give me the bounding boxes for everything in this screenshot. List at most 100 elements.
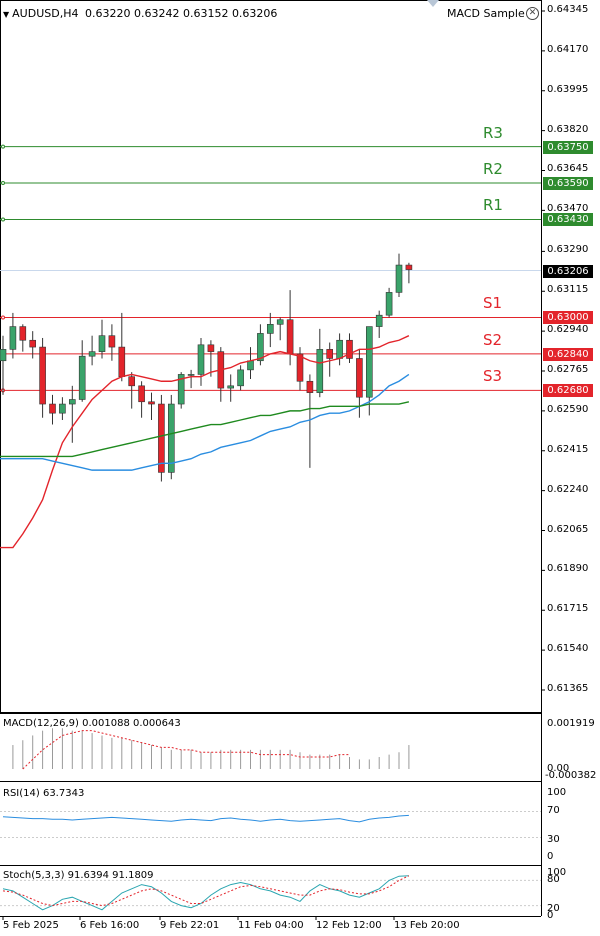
- bear-candle: [356, 358, 363, 398]
- bear-candle: [326, 349, 334, 359]
- level-label-r3: R3: [483, 123, 503, 142]
- macd-axis-top: 0.001919: [547, 718, 595, 729]
- bull-candle: [197, 344, 205, 375]
- level-price-tag-r2: 0.63590: [543, 177, 593, 191]
- stoch-axis-20: 20: [547, 903, 560, 914]
- bear-candle: [49, 403, 56, 414]
- bear-candle: [207, 344, 215, 352]
- time-tick-label: 11 Feb 04:00: [238, 920, 304, 931]
- level-label-s1: S1: [483, 294, 503, 313]
- ma-line-red: [0, 335, 410, 549]
- bear-candle: [39, 346, 46, 405]
- level-label-s2: S2: [483, 330, 503, 349]
- price-tick-label: 0.62240: [547, 483, 589, 495]
- level-price-tag-s1: 0.63000: [543, 311, 593, 325]
- price-tick-label: 0.61540: [547, 643, 589, 655]
- stoch-axis-100: 100: [547, 867, 567, 878]
- bull-candle: [9, 326, 17, 350]
- level-price-tag-s2: 0.62840: [543, 347, 593, 361]
- rsi-axis-0: 0: [547, 851, 554, 862]
- symbol-label: AUDUSD,H4: [12, 7, 79, 20]
- level-price-tag-r1: 0.63430: [543, 213, 593, 227]
- bull-candle: [0, 349, 7, 362]
- price-tick-label: 0.62065: [547, 523, 589, 535]
- level-price-tag-r3: 0.63750: [543, 140, 593, 154]
- time-tick-label: 5 Feb 2025: [3, 920, 59, 931]
- bull-candle: [177, 374, 185, 405]
- current-price-tag: 0.63206: [543, 264, 593, 278]
- rsi-axis-30: 30: [547, 834, 560, 845]
- bear-candle: [118, 346, 126, 378]
- bear-candle: [346, 339, 353, 359]
- macd-group: [12, 728, 410, 769]
- price-tick-label: 0.63115: [547, 284, 589, 296]
- price-tick-label: 0.61365: [547, 683, 589, 694]
- bull-candle: [375, 314, 383, 327]
- bull-candle: [247, 360, 254, 371]
- bear-candle: [158, 403, 165, 473]
- rsi-axis-70: 70: [547, 805, 560, 816]
- bull-candle: [187, 374, 195, 376]
- price-tick-label: 0.62590: [547, 403, 589, 415]
- price-tick-label: 0.64170: [547, 43, 589, 55]
- bear-candle: [19, 326, 27, 341]
- bull-candle: [257, 333, 264, 362]
- price-tick-label: 0.64345: [547, 4, 589, 15]
- bear-candle: [108, 335, 116, 348]
- price-tick-label: 0.61890: [547, 563, 589, 575]
- bear-candle: [405, 264, 413, 270]
- bear-candle: [128, 376, 135, 387]
- price-tick-label: 0.62940: [547, 324, 589, 336]
- stoch-axis-80: 80: [547, 874, 560, 885]
- close-circle-icon[interactable]: ✕: [526, 7, 539, 20]
- level-anchor-icon: [1, 181, 5, 186]
- stoch-axis-0: 0: [547, 910, 554, 921]
- scroll-marker-icon: [427, 0, 439, 7]
- macd-axis-zero: 0.00: [547, 763, 570, 774]
- bull-candle: [395, 264, 403, 293]
- macd-signal-line: [22, 730, 350, 770]
- macd-axis-bottom: -0.000382: [545, 770, 597, 781]
- bear-candle: [29, 339, 37, 348]
- bull-candle: [365, 326, 373, 398]
- price-tick-label: 0.62765: [547, 364, 589, 375]
- stoch-k-line: [2, 875, 409, 911]
- level-anchor-icon: [1, 217, 5, 222]
- bear-candle: [286, 319, 294, 355]
- triangle-down-icon[interactable]: ▼: [3, 10, 10, 19]
- bull-candle: [276, 319, 284, 325]
- bear-candle: [306, 380, 314, 393]
- indicator-name: MACD Sample: [447, 7, 525, 20]
- bull-candle: [336, 339, 343, 359]
- time-tick-label: 12 Feb 12:00: [316, 920, 382, 931]
- bull-candle: [227, 385, 234, 389]
- ma-line-blue: [0, 373, 410, 471]
- bull-candle: [98, 335, 106, 352]
- bull-candle: [59, 403, 66, 414]
- price-tick-label: 0.63290: [547, 244, 589, 256]
- stoch-d-line: [2, 875, 410, 907]
- bull-candle: [316, 349, 324, 393]
- price-tick-label: 0.61715: [547, 603, 589, 615]
- symbol-header[interactable]: ▼ AUDUSD,H4 0.63220 0.63242 0.63152 0.632…: [3, 7, 277, 20]
- price-tick-label: 0.63645: [547, 163, 589, 175]
- stoch-label: Stoch(5,3,3) 91.6394 91.1809: [3, 870, 154, 881]
- level-anchor-icon: [1, 144, 5, 149]
- ohlc-values: 0.63220 0.63242 0.63152 0.63206: [84, 7, 278, 20]
- level-label-s3: S3: [483, 367, 503, 386]
- price-tick-label: 0.62415: [547, 443, 589, 455]
- time-tick-label: 13 Feb 20:00: [394, 920, 460, 931]
- time-tick-label: 6 Feb 16:00: [80, 920, 140, 931]
- rsi-line: [2, 814, 409, 823]
- bear-candle: [138, 385, 145, 403]
- bull-candle: [88, 351, 96, 357]
- bull-candle: [237, 369, 244, 387]
- macd-label: MACD(12,26,9) 0.001088 0.000643: [3, 718, 181, 729]
- price-tick-label: 0.63995: [547, 83, 589, 95]
- bull-candle: [168, 403, 175, 473]
- bull-candle: [78, 355, 86, 400]
- price-tick-label: 0.63820: [547, 123, 589, 135]
- price-tick-label: 0.63470: [547, 203, 589, 215]
- rsi-label: RSI(14) 63.7343: [3, 788, 85, 799]
